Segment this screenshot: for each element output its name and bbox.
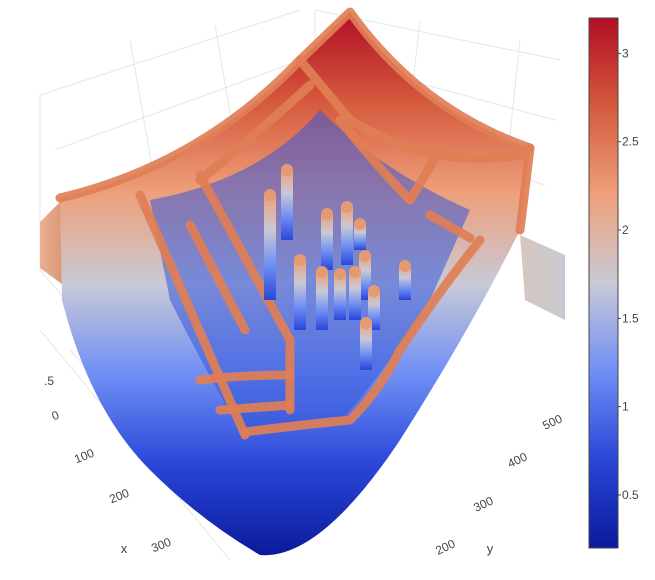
surface-rim — [425, 210, 475, 243]
x-axis-title: x — [121, 541, 128, 556]
pillar-column — [399, 266, 411, 300]
grid-line — [54, 54, 316, 151]
pillar-column — [316, 272, 328, 330]
y-tick-label: 200 — [433, 536, 457, 557]
y-axis-title: y — [487, 541, 494, 556]
pillar-column — [321, 214, 333, 270]
surface-rim — [295, 55, 525, 163]
colorbar-tick-label: 2 — [622, 223, 629, 237]
x-tick-label: 0 — [50, 408, 62, 424]
surface-rim — [215, 400, 295, 415]
colorbar-tick-label: 3 — [622, 46, 629, 60]
y-tick-label: 500 — [540, 411, 564, 432]
pillar-cap — [399, 260, 411, 272]
pillar-column — [359, 256, 371, 300]
x-tick-label: 300 — [149, 535, 173, 556]
colorbar-gradient — [588, 17, 619, 549]
pillar-cap — [264, 189, 276, 201]
pillar-column — [360, 323, 372, 370]
pillar-cap — [368, 285, 380, 297]
pillar-column — [281, 170, 293, 240]
outer-ledge-right — [520, 235, 565, 320]
surface-rim — [195, 370, 295, 385]
y-axis: 200 300 400 500 y — [433, 411, 564, 557]
pillar-column — [354, 224, 366, 250]
y-tick-label: 300 — [471, 493, 495, 514]
colorbar: 0.5 1 1.5 2 2.5 3 — [588, 17, 639, 549]
colorbar-tick-label: 1.5 — [622, 311, 639, 325]
z-tick-label: .5 — [44, 374, 54, 388]
colorbar-tick-label: 0.5 — [622, 488, 639, 502]
surface-rim — [240, 235, 485, 437]
x-tick-label: 200 — [107, 486, 131, 507]
surface-rim — [135, 190, 250, 440]
surface-rim — [195, 170, 295, 415]
surface-rim — [405, 145, 445, 205]
pillar-column — [264, 195, 276, 300]
surface-pillars — [264, 164, 411, 370]
colorbar-tick-label: 1 — [622, 400, 629, 414]
pillar-cap — [281, 164, 293, 176]
colorbar-tick-label: 2.5 — [622, 135, 639, 149]
pillar-cap — [354, 218, 366, 230]
surface-rim — [185, 220, 250, 335]
y-tick-label: 400 — [505, 449, 529, 470]
grid-line — [39, 9, 301, 96]
pillar-column — [294, 260, 306, 330]
surface-rim — [515, 143, 535, 235]
pillar-cap — [359, 250, 371, 262]
pillar-cap — [294, 254, 306, 266]
surface-floor — [150, 110, 470, 430]
surface-rim — [195, 80, 315, 185]
pillar-cap — [334, 268, 346, 280]
pillar-cap — [321, 208, 333, 220]
z-axis: .5 — [44, 374, 54, 388]
pillar-cap — [349, 266, 361, 278]
pillar-column — [349, 272, 361, 320]
surface-rim — [335, 115, 415, 205]
pillar-cap — [316, 266, 328, 278]
pillar-cap — [341, 201, 353, 213]
pillar-column — [334, 274, 346, 320]
pillar-cap — [360, 317, 372, 329]
x-tick-label: 100 — [72, 446, 96, 467]
pillar-column — [341, 207, 353, 265]
